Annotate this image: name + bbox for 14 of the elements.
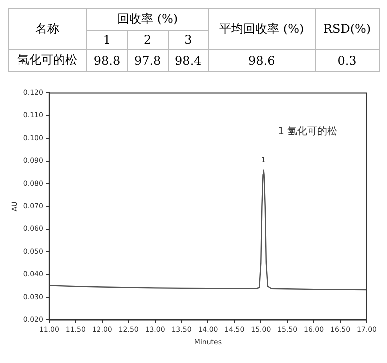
text: 平均回收率 (%) [208,8,316,50]
annotation: 1 氢化可的松 [278,125,338,138]
text: 98.6 [208,50,316,72]
category-label: 1 [86,30,128,50]
category-label: 2 [128,30,168,50]
text: 回收率 (%) [86,8,209,30]
text: 0.3 [315,50,380,72]
data-label: 97.8 [128,50,168,72]
legend-label: 氢化可的松 [8,50,87,72]
data-label: 98.8 [86,50,128,72]
text: RSD(%) [315,8,380,50]
data-label: 98.4 [168,50,209,72]
text: 名称 [8,8,87,50]
category-label: 3 [168,30,209,50]
